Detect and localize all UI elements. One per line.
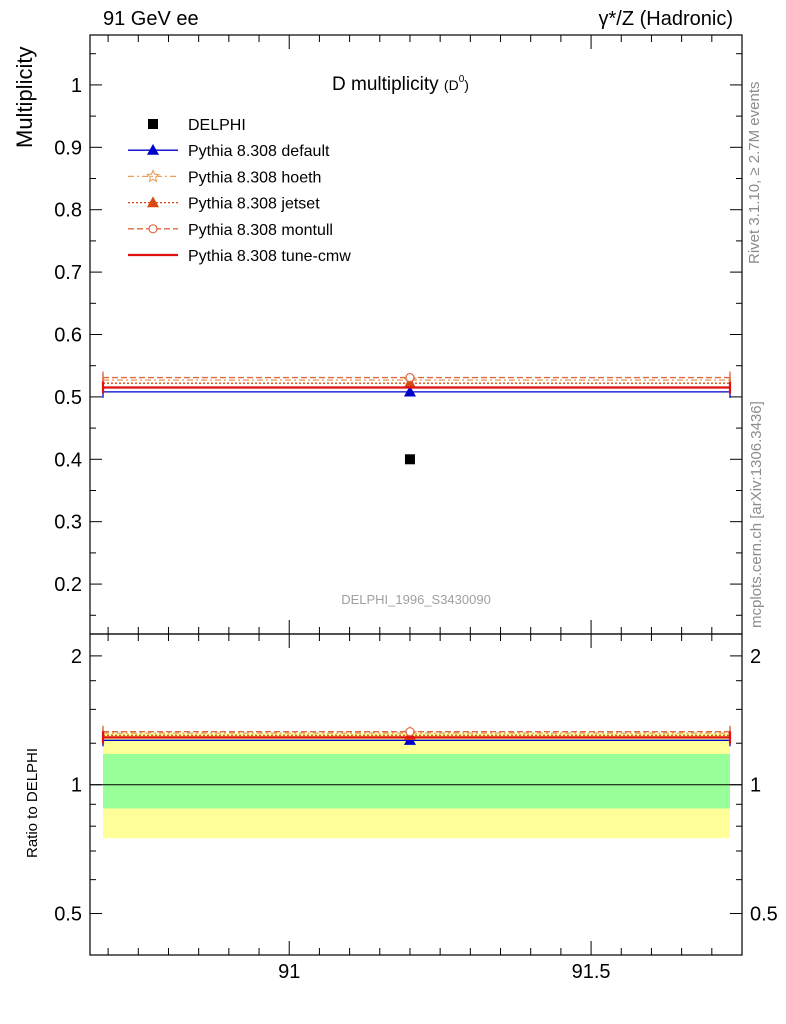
main-y-tick-label: 0.3 xyxy=(54,512,82,534)
legend-marker-2 xyxy=(145,168,161,183)
ratio-panel-frame xyxy=(89,633,743,956)
legend-label-4: Pythia 8.308 montull xyxy=(188,222,333,239)
ratio-y-axis-label: Ratio to DELPHI xyxy=(24,748,41,858)
ratio-marker-4 xyxy=(405,727,415,737)
legend-marker-1 xyxy=(146,143,160,155)
chart-title: D multiplicity (D0) xyxy=(332,74,469,95)
main-y-tick-label: 0.5 xyxy=(54,387,82,409)
ratio-uncertainty-bands xyxy=(103,733,730,839)
ratio-y-tick-label: 2 xyxy=(71,646,82,668)
legend-label-2: Pythia 8.308 hoeth xyxy=(188,169,321,186)
legend-label-0: DELPHI xyxy=(188,117,246,134)
ratio-y-tick-label-right: 2 xyxy=(750,646,761,668)
x-tick-label: 91 xyxy=(278,961,300,983)
main-y-tick-label: 0.2 xyxy=(54,574,82,596)
ratio-y-tick-label-right: 0.5 xyxy=(750,904,778,926)
chart-texts: 0.2 0.3 0.4 0.5 0.6 0.7 0.8 0.9 1 91 91.5 0.5 0.5 1 1 2… xyxy=(12,47,778,983)
chart-marks xyxy=(101,371,732,747)
legend: DELPHI Pythia 8.308 default Pythia 8.308 h… xyxy=(128,117,351,265)
axes xyxy=(89,34,743,956)
legend-label-1: Pythia 8.308 default xyxy=(188,143,330,160)
main-y-tick-label: 0.6 xyxy=(54,325,82,347)
header-left-label: 91 GeV ee xyxy=(103,8,199,30)
main-y-tick-label: 1 xyxy=(71,75,82,97)
mc-marker-4 xyxy=(405,372,415,383)
legend-marker-3 xyxy=(146,196,160,208)
legend-marker-delphi xyxy=(148,119,158,129)
ratio-y-tick-label: 1 xyxy=(71,775,82,797)
x-tick-label: 91.5 xyxy=(572,961,611,983)
stat-uncertainty-band xyxy=(103,753,730,809)
legend-marker-4 xyxy=(148,224,158,234)
main-y-tick-label: 0.9 xyxy=(54,137,82,159)
main-y-axis-label: Multiplicity xyxy=(12,47,37,148)
delphi-data-point xyxy=(404,454,415,465)
main-y-tick-label: 0.4 xyxy=(54,449,82,471)
legend-label-3: Pythia 8.308 jetset xyxy=(188,196,320,213)
ratio-y-tick-label-right: 1 xyxy=(750,775,761,797)
header-right-label: γ*/Z (Hadronic) xyxy=(598,8,733,30)
analysis-watermark: DELPHI_1996_S3430090 xyxy=(341,592,491,607)
main-y-tick-label: 0.7 xyxy=(54,262,82,284)
legend-label-5: Pythia 8.308 tune-cmw xyxy=(188,248,351,265)
main-y-tick-label: 0.8 xyxy=(54,200,82,222)
mc-marker-1 xyxy=(403,385,416,397)
ratio-y-tick-label: 0.5 xyxy=(54,904,82,926)
